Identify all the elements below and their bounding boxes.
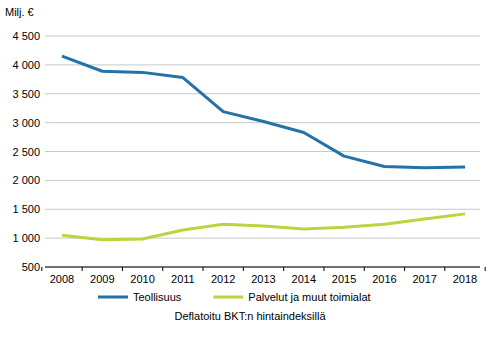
legend-swatch (213, 296, 243, 299)
grid-line (45, 267, 480, 268)
series-line (62, 56, 465, 167)
x-tick (444, 267, 445, 271)
y-tick-label: 4 000 (12, 59, 40, 71)
legend-label: Teollisuus (133, 291, 182, 303)
grid-line (45, 151, 480, 152)
grid-line (45, 36, 480, 37)
x-tick-label: 2010 (130, 273, 154, 285)
grid-line (45, 209, 480, 210)
y-tick-label: 3 000 (12, 117, 40, 129)
x-tick (41, 267, 42, 271)
y-tick-label: 1 500 (12, 203, 40, 215)
x-tick-label: 2018 (453, 273, 477, 285)
x-tick (364, 267, 365, 271)
y-tick-label: 500 (22, 261, 40, 273)
x-tick-label: 2012 (211, 273, 235, 285)
x-tick (243, 267, 244, 271)
x-tick (404, 267, 405, 271)
x-tick-label: 2016 (372, 273, 396, 285)
x-tick-label: 2011 (171, 273, 195, 285)
x-tick (122, 267, 123, 271)
grid-line (45, 93, 480, 94)
chart: Milj. € 4 500 4 000 3 500 3 000 2 500 2 000 1 5… (0, 0, 491, 340)
y-tick-label: 2 000 (12, 174, 40, 186)
x-tick (323, 267, 324, 271)
x-tick-label: 2008 (50, 273, 74, 285)
grid-line (45, 64, 480, 65)
x-tick (82, 267, 83, 271)
y-axis-label: Milj. € (5, 6, 34, 18)
legend-label: Palvelut ja muut toimialat (248, 291, 370, 303)
y-tick-label: 4 500 (12, 30, 40, 42)
y-tick-label: 1 000 (12, 232, 40, 244)
x-tick (283, 267, 284, 271)
x-tick-label: 2015 (332, 273, 356, 285)
x-tick (162, 267, 163, 271)
x-tick-label: 2013 (251, 273, 275, 285)
plot-area (62, 56, 465, 240)
x-tick (203, 267, 204, 271)
x-tick-end (485, 267, 486, 271)
x-tick-label: 2017 (412, 273, 436, 285)
legend-swatch (98, 296, 128, 299)
y-tick-label: 3 500 (12, 88, 40, 100)
grid-line (45, 180, 480, 181)
x-tick-label: 2014 (292, 273, 316, 285)
series-line (62, 214, 465, 240)
annotation: Deflatoitu BKT:n hintaindeksillä (174, 310, 326, 322)
x-tick-label: 2009 (90, 273, 114, 285)
y-tick-label: 2 500 (12, 146, 40, 158)
x-axis (45, 267, 480, 268)
